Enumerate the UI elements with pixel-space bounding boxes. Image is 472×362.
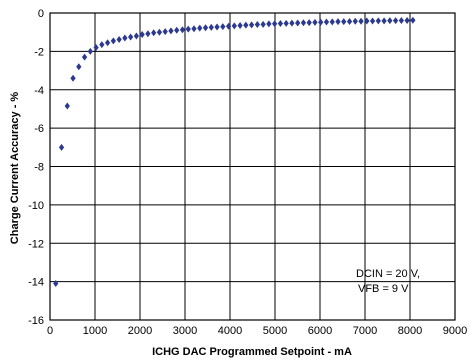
- data-point: [318, 18, 324, 26]
- data-point: [64, 102, 70, 110]
- y-tick-label: -8: [34, 162, 44, 174]
- data-point: [81, 53, 88, 61]
- data-point: [208, 23, 214, 31]
- data-point: [335, 18, 341, 26]
- data-point: [358, 17, 364, 25]
- data-point: [214, 23, 220, 31]
- data-point: [104, 39, 111, 47]
- data-point: [369, 17, 376, 25]
- data-point: [128, 33, 134, 41]
- y-tick-label: -10: [28, 200, 44, 212]
- data-point: [53, 280, 59, 288]
- data-point: [306, 19, 312, 27]
- data-points: [53, 16, 416, 288]
- data-point: [283, 19, 289, 27]
- x-tick-label: 3000: [173, 325, 197, 337]
- data-point: [381, 17, 387, 25]
- x-axis-title: ICHG DAC Programmed Setpoint - mA: [152, 346, 352, 358]
- data-point: [295, 19, 301, 27]
- data-point: [341, 18, 347, 26]
- data-point: [133, 32, 140, 40]
- data-point: [237, 21, 243, 29]
- data-point: [300, 19, 307, 27]
- data-point: [272, 20, 278, 28]
- data-point: [76, 63, 82, 71]
- x-tick-label: 5000: [263, 325, 287, 337]
- data-point: [168, 27, 174, 35]
- x-tick-label: 9000: [443, 325, 467, 337]
- data-point: [254, 21, 260, 29]
- x-tick-label: 8000: [398, 325, 422, 337]
- data-point: [110, 37, 116, 45]
- data-point: [375, 17, 381, 25]
- x-tick-label: 2000: [128, 325, 152, 337]
- data-point: [145, 30, 151, 38]
- data-point: [70, 74, 76, 82]
- data-point: [329, 18, 335, 26]
- data-point: [404, 16, 410, 24]
- annotation-line-1: DCIN = 20 V,: [356, 268, 420, 280]
- data-point: [398, 16, 404, 24]
- y-tick-label: -16: [28, 315, 44, 327]
- data-point: [93, 44, 99, 52]
- data-point: [99, 41, 105, 49]
- data-point: [202, 24, 209, 32]
- data-point: [289, 19, 295, 27]
- data-point: [260, 20, 266, 28]
- data-point: [352, 17, 358, 25]
- x-tick-label: 6000: [308, 325, 332, 337]
- x-tick-label: 0: [47, 325, 53, 337]
- data-point: [162, 28, 168, 36]
- data-point: [179, 26, 186, 34]
- data-point: [277, 20, 284, 28]
- y-tick-label: -4: [34, 85, 44, 97]
- data-point: [312, 18, 318, 26]
- plot-frame: [49, 12, 456, 321]
- y-tick-label: -12: [28, 238, 44, 250]
- data-point: [191, 25, 197, 33]
- y-tick-label: -14: [28, 277, 44, 289]
- data-point: [225, 22, 232, 30]
- tick-labels: 0 1000 2000 3000 4000 5000 6000 7000 8000 9000 0 -2…: [28, 8, 467, 337]
- data-point: [410, 16, 416, 24]
- data-point: [58, 143, 65, 151]
- data-point: [231, 22, 237, 30]
- y-tick-label: -2: [34, 46, 44, 58]
- annotation-line-2: VFB = 9 V: [358, 283, 409, 295]
- data-point: [122, 34, 128, 42]
- data-point: [387, 17, 393, 25]
- annotation: DCIN = 20 V, VFB = 9 V: [356, 268, 420, 295]
- x-tick-label: 4000: [218, 325, 242, 337]
- data-point: [243, 21, 249, 29]
- data-point: [151, 29, 157, 37]
- y-axis-title: Charge Current Accuracy - %: [9, 92, 21, 245]
- data-point: [266, 20, 272, 28]
- data-point: [392, 17, 399, 25]
- y-tick-label: 0: [38, 8, 44, 20]
- data-point: [248, 21, 255, 29]
- data-point: [220, 23, 226, 31]
- data-point: [185, 25, 191, 33]
- data-point: [156, 28, 163, 36]
- data-point: [323, 18, 330, 26]
- data-point: [116, 35, 122, 43]
- data-point: [364, 17, 370, 25]
- x-tick-label: 1000: [83, 325, 107, 337]
- data-point: [174, 26, 180, 34]
- y-tick-label: -6: [34, 123, 44, 135]
- data-point: [139, 30, 145, 38]
- x-tick-label: 7000: [353, 325, 377, 337]
- data-point: [87, 47, 93, 55]
- data-point: [346, 17, 353, 25]
- data-point: [197, 24, 203, 32]
